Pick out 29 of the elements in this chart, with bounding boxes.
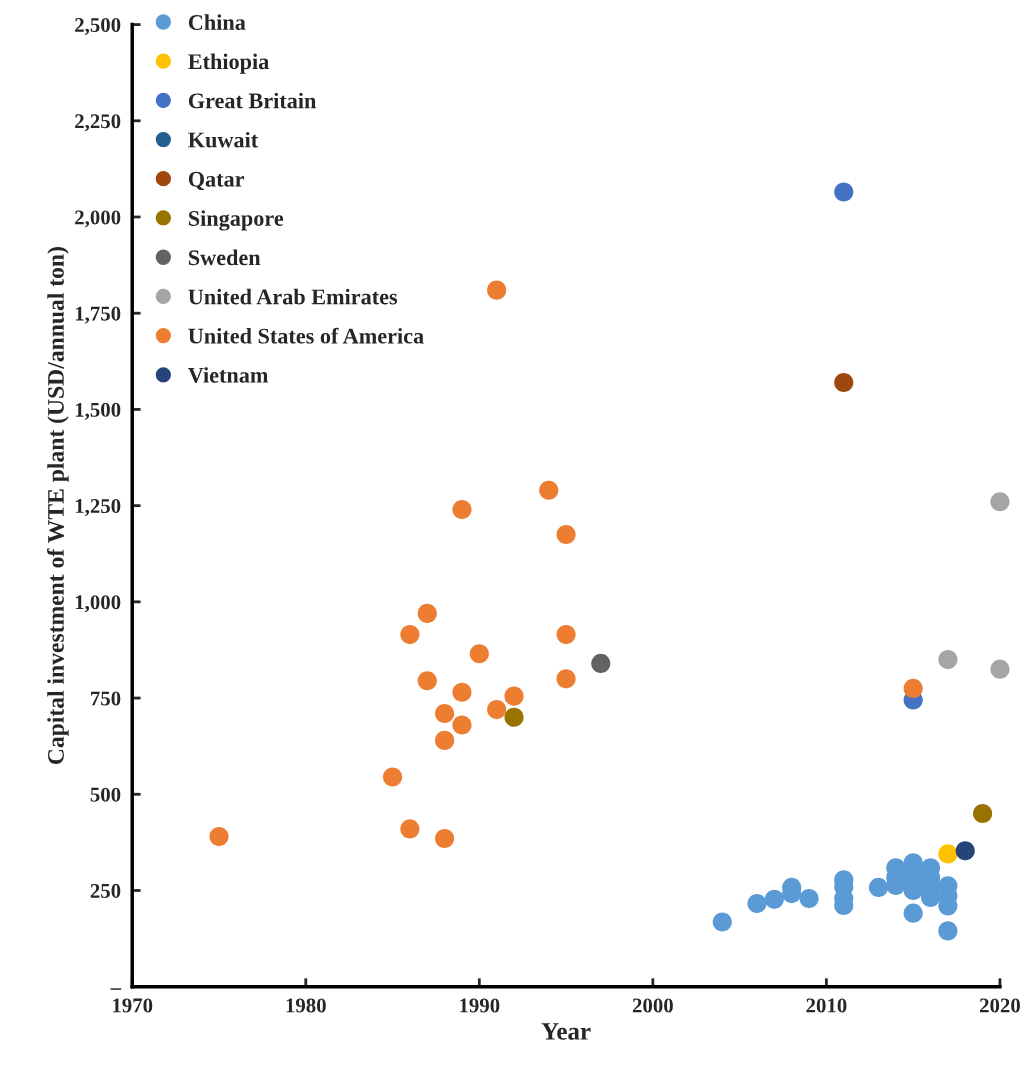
x-tick-label: 2000 — [632, 998, 673, 1013]
x-tick-label: 1990 — [460, 998, 500, 1013]
y-tick-label: 2,250 — [75, 114, 121, 132]
legend-label: United States of America — [188, 327, 424, 344]
legend-label: Qatar — [188, 171, 245, 191]
legend-label: Sweden — [188, 249, 261, 266]
legend-label: United Arab Emirates — [188, 288, 398, 305]
legend-label: China — [188, 14, 246, 31]
y-tick-label: 2,500 — [75, 17, 121, 36]
y-tick-label: 1,000 — [75, 595, 121, 613]
y-tick-label: 2,000 — [75, 210, 121, 228]
x-tick-label: 2010 — [806, 998, 847, 1013]
x-tick-label: 2020 — [979, 998, 1020, 1013]
y-tick-label: 750 — [91, 691, 121, 706]
y-tick-label: 250 — [90, 883, 121, 898]
legend-label: Ethiopia — [188, 53, 269, 74]
legend-label: Great Britain — [188, 92, 317, 109]
y-tick-label: – — [110, 988, 122, 990]
legend-label: Singapore — [188, 210, 284, 231]
x-tick-label: 1970 — [113, 998, 153, 1013]
y-tick-label: 1,750 — [75, 306, 121, 324]
y-tick-label: 500 — [90, 787, 121, 802]
legend-label: Vietnam — [188, 367, 269, 383]
x-axis-title: Year — [541, 1023, 591, 1040]
x-tick-label: 1980 — [286, 998, 326, 1013]
y-tick-label: 1,250 — [75, 499, 121, 517]
y-axis-title: Capital investment of WTE plant (USD/annual ton) — [47, 247, 69, 765]
legend-label: Kuwait — [188, 131, 259, 148]
y-tick-label: 1,500 — [75, 402, 121, 420]
